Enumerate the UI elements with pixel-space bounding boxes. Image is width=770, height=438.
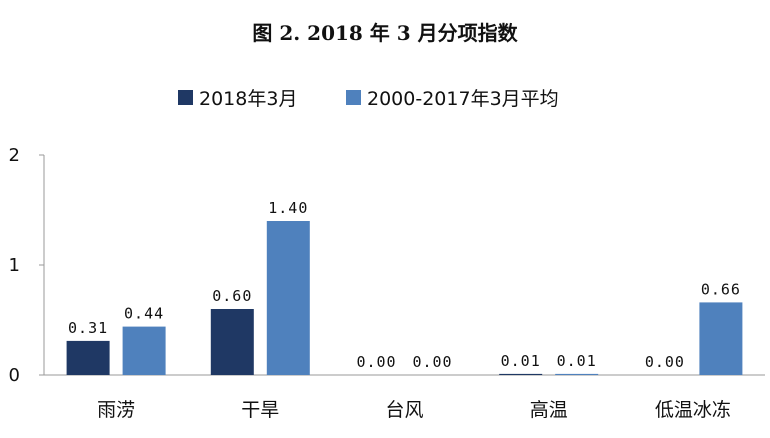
x-category-label: 台风	[385, 399, 423, 421]
bar-value-label: 0.00	[645, 353, 685, 371]
data-labels: 0.31 0.44 0.60 1.40 0.00 0.00 0.01 0.01 0.00 0.66	[68, 199, 741, 371]
bar-value-label: 0.66	[701, 280, 741, 298]
bar-value-label: 0.00	[356, 353, 396, 371]
bar	[210, 309, 254, 375]
bar	[266, 221, 310, 375]
bar	[699, 302, 743, 375]
bar	[555, 373, 599, 375]
bar	[499, 373, 543, 375]
bar-value-label: 1.40	[268, 199, 308, 217]
bars	[66, 221, 743, 375]
y-tick-label: 0	[9, 365, 20, 386]
x-category-label: 高温	[530, 399, 568, 421]
bar-value-label: 0.44	[124, 305, 164, 323]
y-tick-label: 2	[9, 145, 20, 166]
legend-swatch-2018	[178, 90, 193, 105]
bar-value-label: 0.01	[557, 352, 597, 370]
x-axis-labels: 雨涝 干旱 台风 高温 低温冰冻	[97, 399, 731, 421]
x-category-label: 雨涝	[97, 399, 135, 421]
chart-title: 图 2. 2018 年 3 月分项指数	[252, 21, 518, 45]
bar-value-label: 0.00	[412, 353, 452, 371]
y-axis-ticks: 0 1 2	[9, 145, 44, 386]
legend-label-average: 2000-2017年3月平均	[367, 88, 559, 110]
legend-swatch-average	[346, 90, 361, 105]
y-tick-label: 1	[9, 255, 20, 276]
bar	[122, 326, 166, 375]
bar	[66, 340, 110, 375]
bar-value-label: 0.60	[212, 287, 252, 305]
bar-value-label: 0.01	[501, 352, 541, 370]
legend: 2018年3月 2000-2017年3月平均	[178, 88, 559, 110]
bar-value-label: 0.31	[68, 319, 108, 337]
x-category-label: 低温冰冻	[655, 399, 731, 421]
x-category-label: 干旱	[241, 399, 279, 421]
legend-label-2018: 2018年3月	[199, 88, 297, 110]
